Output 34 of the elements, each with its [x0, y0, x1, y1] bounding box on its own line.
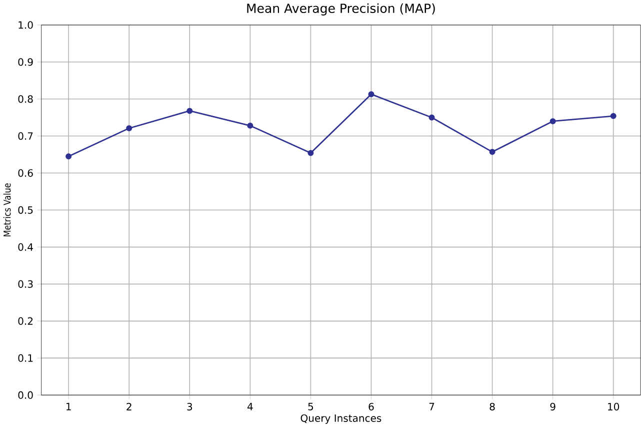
point [186, 108, 193, 114]
x-tick-label: 10 [608, 402, 620, 410]
x-tick-label: 1 [66, 402, 71, 410]
y-tick-label: 0.6 [18, 169, 33, 177]
y-tick-label: 0.1 [18, 354, 33, 362]
y-tick-label: 1.0 [18, 21, 33, 29]
y-tick-label: 0.3 [18, 280, 33, 288]
point [126, 125, 132, 132]
y-tick-label: 0.9 [18, 58, 33, 66]
x-tick-label: 3 [187, 402, 192, 410]
y-tick-label: 0.4 [18, 243, 33, 251]
y-tick-label: 0.2 [18, 317, 33, 325]
x-tick-label: 9 [550, 402, 556, 410]
x-tick-label: 4 [247, 402, 253, 410]
point [308, 150, 314, 156]
point [489, 148, 496, 155]
x-axis-title: Query Instances [300, 414, 382, 424]
y-tick-label: 0.0 [18, 391, 33, 399]
y-tick-label: 0.5 [18, 206, 33, 214]
point [610, 112, 616, 119]
point [368, 91, 374, 98]
chart-title: Mean Average Precision (MAP) [247, 3, 435, 16]
x-tick-label: 5 [308, 402, 314, 410]
x-tick-label: 8 [490, 402, 495, 410]
x-tick-label: 2 [126, 402, 132, 410]
point [550, 118, 556, 124]
x-tick-label: 6 [368, 402, 374, 410]
x-tick-label: 7 [429, 402, 434, 410]
point [247, 122, 254, 129]
y-axis-title: Metrics Value [3, 183, 11, 236]
point [66, 153, 72, 160]
y-tick-label: 0.8 [18, 95, 33, 103]
point [428, 114, 435, 120]
y-tick-label: 0.7 [18, 132, 33, 140]
